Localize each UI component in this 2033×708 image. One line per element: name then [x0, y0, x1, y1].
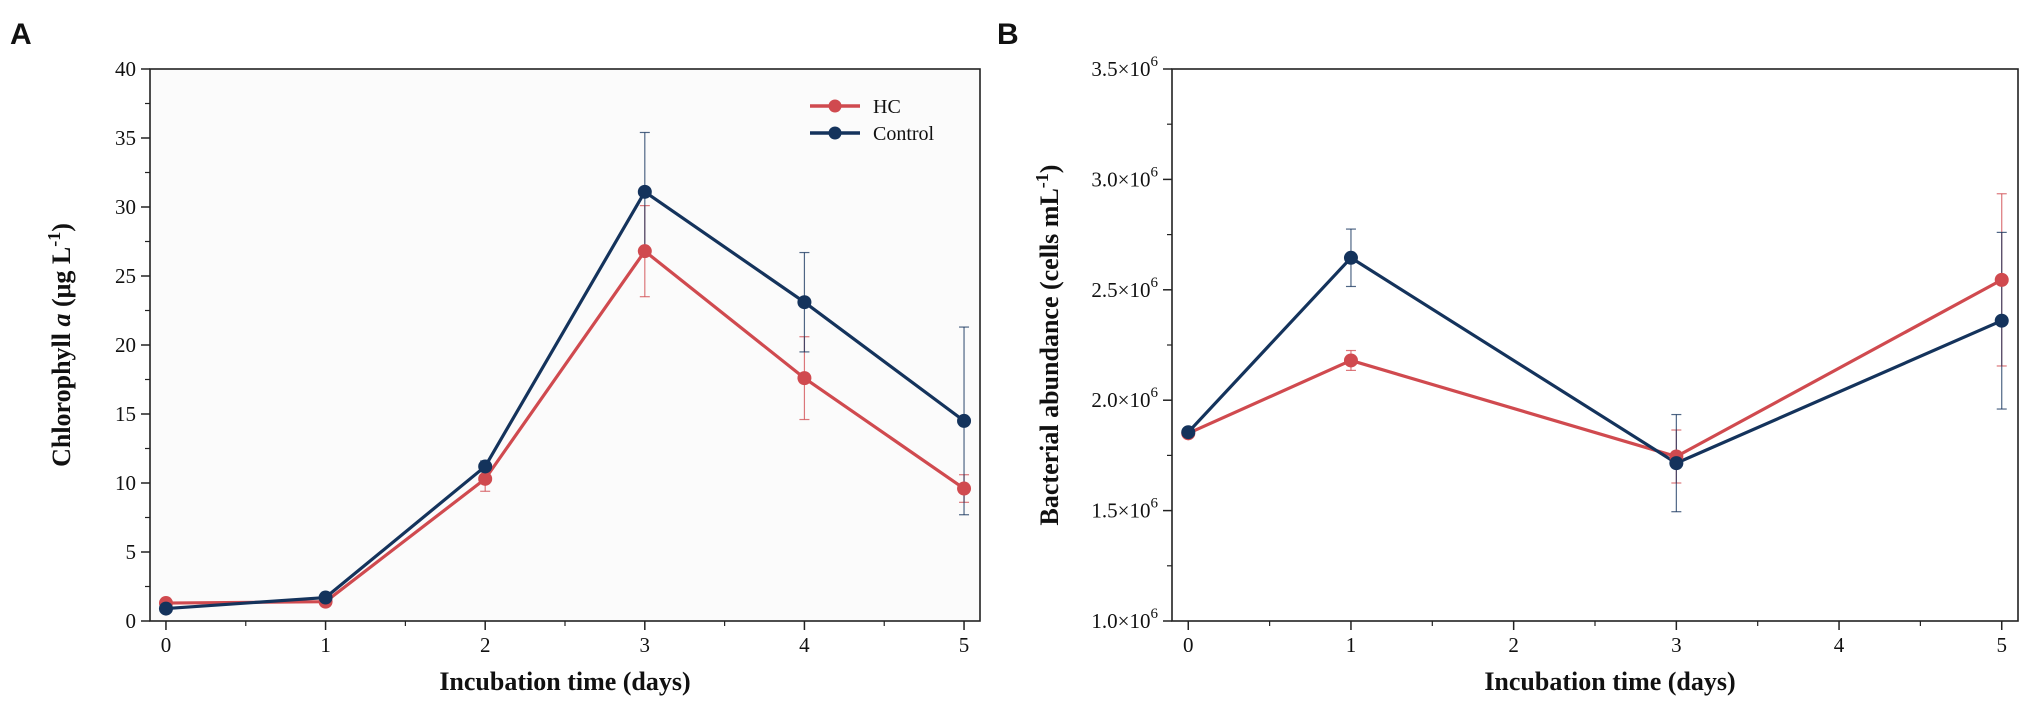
panel-a-x-tick-label: 1: [320, 633, 331, 657]
panel-a-x-tick-label: 2: [480, 633, 491, 657]
panel-a-y-tick-label: 35: [115, 126, 136, 150]
panel-b-control-point: [1181, 425, 1196, 440]
panel-a-control-point: [158, 601, 173, 616]
panel-b-x-tick-label: 0: [1183, 633, 1194, 657]
legend-control-marker: [828, 126, 842, 140]
panel-a-control-point: [478, 459, 493, 474]
panel-b-control-point: [1669, 456, 1684, 471]
panel-b-y-tick-label: 2.0×106: [1091, 385, 1158, 412]
panel-b-x-tick-label: 3: [1671, 633, 1682, 657]
panel-a-plot-area: [149, 68, 981, 622]
panel-a-hc-point: [637, 244, 652, 259]
panel-b-y-tick-label: 3.5×106: [1091, 54, 1158, 81]
panel-a-control-point: [797, 295, 812, 310]
panel-b-y-tick-label: 1.5×106: [1091, 496, 1158, 523]
panel-a-hc-point: [797, 371, 812, 386]
panel-b: B 0 1 2 3 4 5 1.0×106 1.5×106 2.0×106 2.5×106 3.0×…: [997, 18, 2019, 696]
panel-b-control-series-line: [1187, 256, 2003, 465]
panel-a-y-tick-label: 20: [115, 333, 136, 357]
panel-a-y-tick-label: 15: [115, 402, 136, 426]
panel-b-hc-point: [1994, 272, 2009, 287]
panel-a-legend: HC Control: [810, 96, 935, 145]
panel-a-hc-series-line: [165, 249, 965, 605]
panel-a-control-point: [637, 184, 652, 199]
panel-a-x-tick-label: 3: [640, 633, 651, 657]
legend-hc-label: HC: [873, 96, 901, 118]
panel-a-x-tick-label: 5: [959, 633, 970, 657]
panel-a-control-point: [318, 590, 333, 605]
panel-a-y-axis-title: Chlorophyll a (μg L-1): [44, 223, 76, 467]
panel-a-x-tick-label: 0: [161, 633, 172, 657]
panel-b-axes: 0 1 2 3 4 5 1.0×106 1.5×106 2.0×106 2.5×106 3.0×10…: [1091, 54, 2007, 657]
panel-b-y-tick-label: 3.0×106: [1091, 164, 1158, 191]
panel-b-x-tick-label: 4: [1834, 633, 1845, 657]
panel-a-y-tick-label: 25: [115, 264, 136, 288]
panel-a-control-point: [957, 413, 972, 428]
panel-b-x-tick-label: 5: [1996, 633, 2007, 657]
panel-a-axes: 0 1 2 3 4 5 0 5 10 15 20 25 30 35 40: [115, 57, 969, 657]
panel-a: A 0 1 2 3 4 5 0 5 10 15 20 25 30 35 40 Incubation time…: [10, 18, 981, 696]
panel-a-hc-point: [957, 481, 972, 496]
panel-b-y-axis-title: Bacterial abundance (cells mL-1): [1032, 165, 1064, 526]
panel-a-control-series-line: [165, 190, 965, 611]
panel-a-y-tick-label: 30: [115, 195, 136, 219]
legend-hc-marker: [828, 99, 842, 113]
panel-b-letter: B: [997, 18, 1019, 51]
panel-a-x-tick-label: 4: [799, 633, 810, 657]
panel-b-x-tick-label: 1: [1346, 633, 1357, 657]
panel-b-control-point: [1994, 313, 2009, 328]
panel-a-hc-point: [478, 471, 493, 486]
panel-b-series-group: [1181, 193, 2009, 513]
panel-b-x-tick-label: 2: [1508, 633, 1519, 657]
panel-a-y-tick-label: 40: [115, 57, 136, 81]
panel-a-y-tick-label: 5: [126, 540, 137, 564]
panel-a-y-tick-label: 0: [126, 609, 137, 633]
legend-control-label: Control: [873, 123, 935, 145]
panel-b-y-tick-label: 1.0×106: [1091, 606, 1158, 633]
panel-b-control-point: [1343, 250, 1358, 265]
panel-b-y-tick-label: 2.5×106: [1091, 275, 1158, 302]
panel-a-letter: A: [10, 18, 32, 51]
panel-b-hc-point: [1343, 353, 1358, 368]
panel-b-x-axis-title: Incubation time (days): [1484, 667, 1735, 696]
panel-a-y-tick-label: 10: [115, 471, 136, 495]
panel-a-x-axis-title: Incubation time (days): [439, 667, 690, 696]
panel-b-plot-area: [1171, 68, 2019, 622]
panel-b-hc-series-line: [1187, 278, 2003, 459]
panel-a-series-group: [158, 131, 972, 616]
